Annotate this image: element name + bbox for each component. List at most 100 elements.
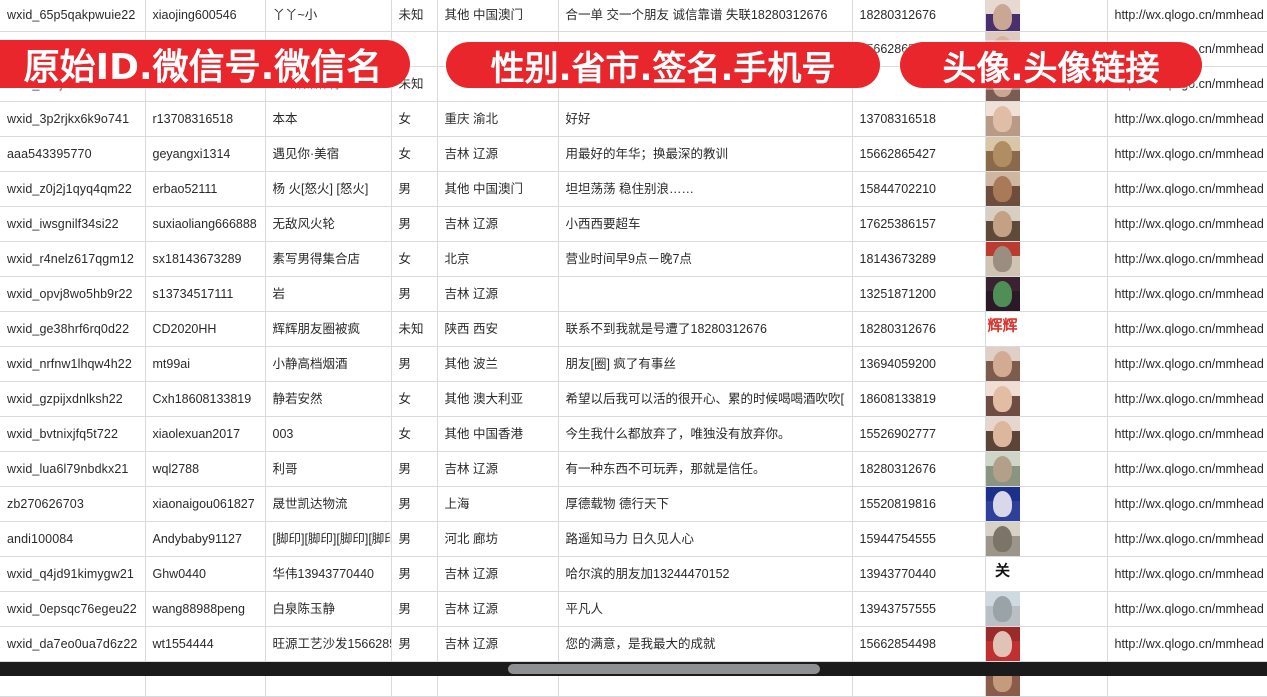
cell-wechat-id[interactable]: s13734517111 [145, 276, 266, 312]
cell-avatar[interactable] [985, 206, 1108, 242]
cell-wechat-id[interactable]: xiaojing600546 [145, 0, 266, 32]
cell-region[interactable]: 吉林 辽源 [437, 451, 559, 487]
cell-avatar-link[interactable]: http://wx.qlogo.cn/mmhead [1107, 101, 1267, 137]
cell-region[interactable]: 吉林 辽源 [437, 276, 559, 312]
table-row[interactable]: wxid_0epsqc76egeu22 wang88988peng 白泉陈玉静男吉林… [0, 591, 1267, 627]
cell-nickname[interactable]: 杨 火[怒火] [怒火] [265, 171, 392, 207]
cell-origin-id[interactable]: wxid_ge38hrf6rq0d22 [0, 311, 146, 347]
cell-nickname[interactable]: 遇见你·美宿 [265, 136, 392, 172]
cell-origin-id[interactable]: aaa543395770 [0, 136, 146, 172]
cell-avatar[interactable]: 关 [985, 556, 1108, 592]
horizontal-scrollbar-track[interactable] [0, 662, 1267, 676]
cell-signature[interactable]: 今生我什么都放弃了，唯独没有放弃你。 [558, 416, 853, 452]
cell-wechat-id[interactable]: sx18143673289 [145, 241, 266, 277]
cell-phone[interactable]: 15662854498 [852, 626, 986, 662]
cell-nickname[interactable]: 白泉陈玉静 [265, 591, 392, 627]
cell-avatar-link[interactable]: http://wx.qlogo.cn/mmhead [1107, 276, 1267, 312]
cell-avatar-link[interactable]: http://wx.qlogo.cn/mmhead [1107, 206, 1267, 242]
cell-region[interactable]: 上海 [437, 486, 559, 522]
cell-phone[interactable]: 15526902777 [852, 416, 986, 452]
cell-signature[interactable]: 有一种东西不可玩弄，那就是信任。 [558, 451, 853, 487]
cell-avatar[interactable] [985, 591, 1108, 627]
cell-region[interactable]: 吉林 辽源 [437, 626, 559, 662]
table-row[interactable]: wxid_z0j2j1qyq4qm22 erbao52111 杨 火[怒火] [怒火… [0, 171, 1267, 207]
cell-nickname[interactable]: 无敌风火轮 [265, 206, 392, 242]
cell-origin-id[interactable]: wxid_z0j2j1qyq4qm22 [0, 171, 146, 207]
horizontal-scrollbar-thumb[interactable] [508, 664, 820, 674]
cell-phone[interactable]: 15520819816 [852, 486, 986, 522]
cell-phone[interactable]: 13708316518 [852, 101, 986, 137]
cell-origin-id[interactable]: wxid_q4jd91kimygw21 [0, 556, 146, 592]
cell-phone[interactable]: 18280312676 [852, 451, 986, 487]
cell-nickname[interactable]: 003 [265, 416, 392, 452]
cell-signature[interactable]: 坦坦荡荡 稳住别浪…… [558, 171, 853, 207]
cell-avatar[interactable]: 辉辉 [985, 311, 1108, 347]
cell-region[interactable]: 河北 廊坊 [437, 521, 559, 557]
cell-nickname[interactable]: 素写男得集合店 [265, 241, 392, 277]
cell-signature[interactable] [558, 276, 853, 312]
cell-origin-id[interactable]: wxid_0epsqc76egeu22 [0, 591, 146, 627]
cell-origin-id[interactable]: wxid_r4nelz617qgm12 [0, 241, 146, 277]
cell-phone[interactable]: 15662865427 [852, 136, 986, 172]
cell-origin-id[interactable]: wxid_da7eo0ua7d6z22 [0, 626, 146, 662]
cell-gender[interactable]: 未知 [391, 0, 438, 32]
cell-gender[interactable]: 男 [391, 171, 438, 207]
table-row[interactable]: andi100084 Andybaby91127 [脚印][脚印][脚印][脚印男河… [0, 521, 1267, 557]
table-row[interactable]: wxid_3p2rjkx6k9o741 r13708316518 本本女重庆 渝北好… [0, 101, 1267, 137]
cell-signature[interactable]: 哈尔滨的朋友加13244470152 [558, 556, 853, 592]
cell-signature[interactable]: 用最好的年华；换最深的教训 [558, 136, 853, 172]
cell-wechat-id[interactable]: wt1554444 [145, 626, 266, 662]
cell-gender[interactable]: 男 [391, 346, 438, 382]
cell-origin-id[interactable]: wxid_nrfnw1lhqw4h22 [0, 346, 146, 382]
cell-origin-id[interactable]: zb270626703 [0, 486, 146, 522]
cell-avatar-link[interactable]: http://wx.qlogo.cn/mmhead [1107, 486, 1267, 522]
cell-gender[interactable]: 男 [391, 276, 438, 312]
cell-wechat-id[interactable]: xiaonaigou061827 [145, 486, 266, 522]
cell-signature[interactable]: 好好 [558, 101, 853, 137]
cell-gender[interactable]: 未知 [391, 311, 438, 347]
cell-avatar[interactable] [985, 171, 1108, 207]
cell-nickname[interactable]: 静若安然 [265, 381, 392, 417]
table-row[interactable]: wxid_iwsgnilf34si22 suxiaoliang666888 无敌风火… [0, 206, 1267, 242]
cell-avatar-link[interactable]: http://wx.qlogo.cn/mmhead [1107, 0, 1267, 32]
table-row[interactable]: wxid_r4nelz617qgm12 sx18143673289 素写男得集合店女… [0, 241, 1267, 277]
table-row[interactable]: wxid_65p5qakpwuie22 xiaojing600546 丫丫~小 未知其… [0, 0, 1267, 32]
cell-gender[interactable]: 男 [391, 486, 438, 522]
cell-wechat-id[interactable]: CD2020HH [145, 311, 266, 347]
cell-region[interactable]: 吉林 辽源 [437, 591, 559, 627]
cell-avatar-link[interactable]: http://wx.qlogo.cn/mmhead [1107, 311, 1267, 347]
cell-avatar[interactable] [985, 101, 1108, 137]
cell-avatar-link[interactable]: http://wx.qlogo.cn/mmhead [1107, 626, 1267, 662]
table-row[interactable]: aaa543395770 geyangxi1314 遇见你·美宿女吉林 辽源 用最好的… [0, 136, 1267, 172]
table-row[interactable]: wxid_da7eo0ua7d6z22 wt1554444 旺源工艺沙发156628… [0, 626, 1267, 662]
cell-wechat-id[interactable]: Andybaby91127 [145, 521, 266, 557]
cell-gender[interactable]: 女 [391, 381, 438, 417]
cell-avatar[interactable] [985, 381, 1108, 417]
cell-nickname[interactable]: 丫丫~小 [265, 0, 392, 32]
cell-phone[interactable]: 13251871200 [852, 276, 986, 312]
cell-region[interactable]: 其他 中国香港 [437, 416, 559, 452]
cell-wechat-id[interactable]: xiaolexuan2017 [145, 416, 266, 452]
cell-wechat-id[interactable]: wang88988peng [145, 591, 266, 627]
cell-region[interactable]: 吉林 辽源 [437, 206, 559, 242]
cell-avatar-link[interactable]: http://wx.qlogo.cn/mmhead [1107, 451, 1267, 487]
cell-region[interactable]: 陕西 西安 [437, 311, 559, 347]
cell-gender[interactable]: 女 [391, 241, 438, 277]
cell-region[interactable]: 吉林 辽源 [437, 556, 559, 592]
cell-avatar[interactable] [985, 416, 1108, 452]
cell-avatar-link[interactable]: http://wx.qlogo.cn/mmhead [1107, 136, 1267, 172]
table-row[interactable]: zb270626703 xiaonaigou061827 晟世凯达物流男上海 厚德载物… [0, 486, 1267, 522]
cell-signature[interactable]: 朋友[圈] 疯了有事丝 [558, 346, 853, 382]
cell-phone[interactable]: 18280312676 [852, 311, 986, 347]
cell-gender[interactable]: 男 [391, 591, 438, 627]
cell-origin-id[interactable]: wxid_opvj8wo5hb9r22 [0, 276, 146, 312]
cell-gender[interactable]: 女 [391, 136, 438, 172]
cell-signature[interactable]: 您的满意，是我最大的成就 [558, 626, 853, 662]
cell-signature[interactable]: 路遥知马力 日久见人心 [558, 521, 853, 557]
cell-avatar-link[interactable]: http://wx.qlogo.cn/mmhead [1107, 521, 1267, 557]
table-row[interactable]: wxid_ge38hrf6rq0d22 CD2020HH 辉辉朋友圈被疯 未知 陕西 西… [0, 311, 1267, 347]
cell-phone[interactable]: 18280312676 [852, 0, 986, 32]
cell-phone[interactable]: 17625386157 [852, 206, 986, 242]
cell-gender[interactable]: 女 [391, 101, 438, 137]
